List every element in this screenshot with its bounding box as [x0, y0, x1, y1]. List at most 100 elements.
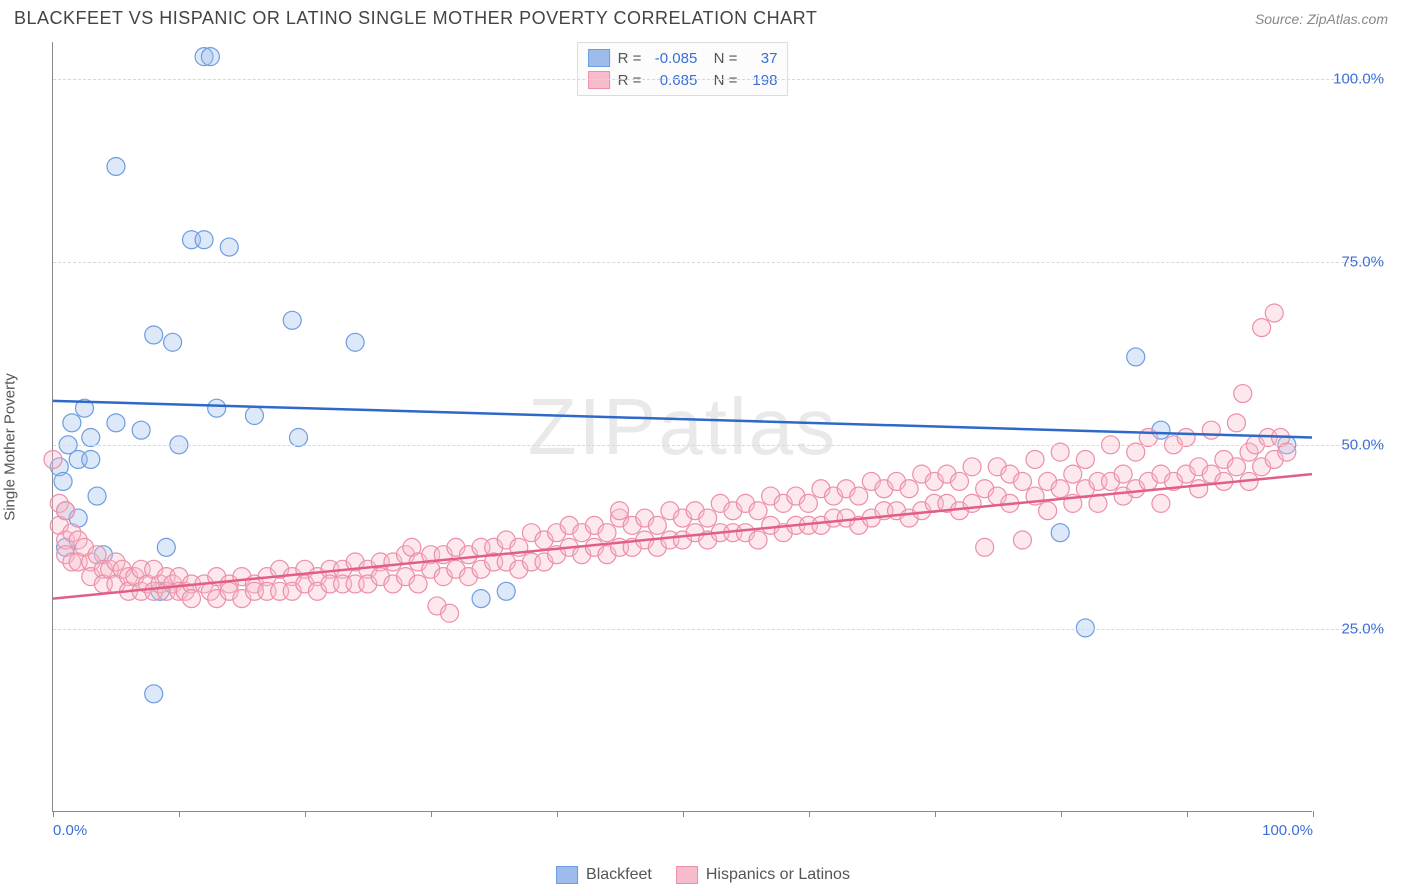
scatter-point: [963, 458, 981, 476]
legend-label: Hispanics or Latinos: [706, 866, 850, 884]
y-tick-label: 100.0%: [1324, 70, 1384, 87]
scatter-point: [1051, 480, 1069, 498]
gridline: [53, 262, 1384, 263]
scatter-point: [472, 590, 490, 608]
stat-legend: R =-0.085 N =37R =0.685 N =198: [577, 42, 789, 96]
x-tick: [935, 811, 936, 817]
scatter-point: [54, 472, 72, 490]
scatter-point: [63, 414, 81, 432]
scatter-point: [1202, 421, 1220, 439]
scatter-point: [1051, 524, 1069, 542]
scatter-point: [132, 421, 150, 439]
scatter-point: [1234, 385, 1252, 403]
scatter-point: [749, 531, 767, 549]
stat-legend-row: R =0.685 N =198: [588, 69, 778, 91]
chart-title: BLACKFEET VS HISPANIC OR LATINO SINGLE M…: [14, 8, 817, 29]
bottom-legend: Blackfeet Hispanics or Latinos: [556, 866, 850, 884]
plot-area: ZIPatlas R =-0.085 N =37R =0.685 N =198 …: [52, 42, 1312, 812]
scatter-point: [157, 538, 175, 556]
y-tick-label: 25.0%: [1324, 620, 1384, 637]
scatter-point: [1152, 494, 1170, 512]
legend-item: Hispanics or Latinos: [676, 866, 850, 884]
scatter-point: [82, 450, 100, 468]
scatter-point: [145, 685, 163, 703]
x-tick: [1061, 811, 1062, 817]
scatter-point: [850, 487, 868, 505]
stat-n-label: N =: [705, 72, 737, 89]
scatter-point: [1039, 502, 1057, 520]
legend-swatch: [676, 866, 698, 884]
scatter-point: [598, 524, 616, 542]
x-tick: [557, 811, 558, 817]
scatter-point: [208, 399, 226, 417]
scatter-point: [409, 575, 427, 593]
x-tick: [1313, 811, 1314, 817]
scatter-point: [1227, 414, 1245, 432]
chart-header: BLACKFEET VS HISPANIC OR LATINO SINGLE M…: [0, 0, 1406, 35]
scatter-point: [749, 502, 767, 520]
scatter-point: [1265, 304, 1283, 322]
scatter-point: [283, 311, 301, 329]
scatter-point: [182, 590, 200, 608]
trend-line: [53, 401, 1312, 438]
legend-label: Blackfeet: [586, 866, 652, 884]
scatter-point: [245, 407, 263, 425]
scatter-point: [976, 538, 994, 556]
scatter-point: [963, 494, 981, 512]
scatter-point: [950, 472, 968, 490]
scatter-point: [44, 450, 62, 468]
scatter-point: [648, 516, 666, 534]
stat-r-label: R =: [618, 72, 642, 89]
x-tick: [683, 811, 684, 817]
x-tick: [179, 811, 180, 817]
x-tick: [1187, 811, 1188, 817]
y-tick-label: 75.0%: [1324, 254, 1384, 271]
scatter-point: [799, 494, 817, 512]
scatter-point: [1013, 531, 1031, 549]
scatter-point: [1127, 348, 1145, 366]
scatter-point: [145, 326, 163, 344]
trend-line: [53, 474, 1312, 599]
scatter-point: [497, 582, 515, 600]
scatter-point: [611, 502, 629, 520]
scatter-point: [1227, 458, 1245, 476]
legend-swatch: [556, 866, 578, 884]
stat-n-label: N =: [705, 50, 737, 67]
scatter-point: [201, 48, 219, 66]
chart-container: Single Mother Poverty ZIPatlas R =-0.085…: [14, 42, 1392, 852]
scatter-point: [1064, 465, 1082, 483]
x-tick-label: 100.0%: [1262, 822, 1313, 839]
scatter-point: [220, 238, 238, 256]
scatter-point: [900, 480, 918, 498]
scatter-point: [1253, 319, 1271, 337]
x-tick: [431, 811, 432, 817]
legend-swatch: [588, 71, 610, 89]
chart-source: Source: ZipAtlas.com: [1255, 11, 1388, 27]
scatter-point: [1139, 428, 1157, 446]
scatter-point: [88, 487, 106, 505]
scatter-point: [164, 333, 182, 351]
scatter-point: [699, 509, 717, 527]
scatter-point: [1013, 472, 1031, 490]
x-tick: [809, 811, 810, 817]
scatter-point: [107, 414, 125, 432]
scatter-point: [346, 333, 364, 351]
legend-item: Blackfeet: [556, 866, 652, 884]
scatter-point: [195, 231, 213, 249]
gridline: [53, 445, 1384, 446]
y-axis-label: Single Mother Poverty: [2, 373, 19, 521]
scatter-point: [290, 428, 308, 446]
scatter-svg: [53, 42, 1312, 811]
scatter-point: [1177, 428, 1195, 446]
x-tick: [305, 811, 306, 817]
gridline: [53, 629, 1384, 630]
legend-swatch: [588, 49, 610, 67]
scatter-point: [1190, 480, 1208, 498]
scatter-point: [82, 428, 100, 446]
scatter-point: [1076, 450, 1094, 468]
stat-r-label: R =: [618, 50, 642, 67]
stat-n-value: 37: [745, 50, 777, 67]
scatter-point: [1114, 465, 1132, 483]
scatter-point: [107, 158, 125, 176]
stat-n-value: 198: [745, 72, 777, 89]
